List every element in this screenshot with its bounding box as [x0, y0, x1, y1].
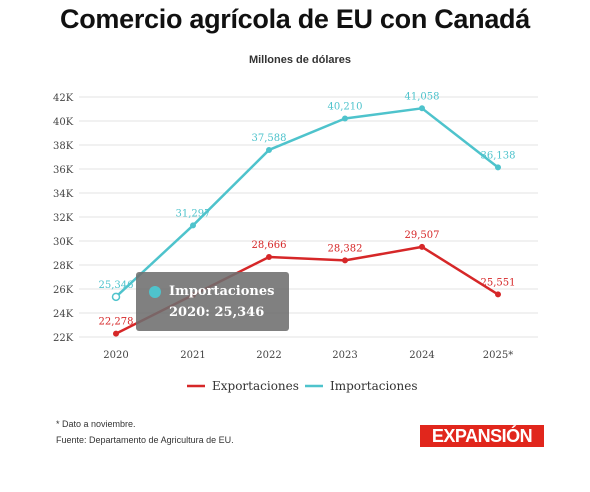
data-label: 25,346 [99, 280, 134, 291]
expansion-logo: EXPANSIÓN [420, 425, 544, 447]
data-label: 22,278 [99, 317, 134, 328]
data-point[interactable] [111, 292, 121, 302]
legend: Exportaciones Importaciones [187, 379, 418, 393]
x-tick-label: 2025* [483, 350, 513, 361]
data-point[interactable] [495, 291, 501, 298]
x-tick-label: 2023 [332, 350, 357, 361]
y-tick-label: 36K [53, 165, 74, 176]
data-point[interactable] [342, 257, 348, 264]
data-label: 41,058 [405, 91, 440, 102]
y-tick-label: 28K [53, 261, 74, 272]
y-tick-label: 22K [53, 333, 74, 344]
y-tick-label: 24K [53, 309, 74, 320]
data-point[interactable] [266, 254, 272, 261]
tooltip-series-name: Importaciones [169, 284, 275, 299]
source-note: Fuente: Departamento de Agricultura de E… [56, 435, 234, 445]
data-point[interactable] [190, 222, 196, 229]
y-tick-label: 40K [53, 117, 74, 128]
data-label: 36,138 [481, 150, 516, 161]
x-axis-ticks: 2020 2021 2022 2023 2024 2025* [103, 350, 513, 361]
legend-label[interactable]: Importaciones [330, 379, 418, 393]
y-tick-label: 30K [53, 237, 74, 248]
x-tick-label: 2021 [180, 350, 205, 361]
series-line [115, 107, 499, 298]
data-point[interactable] [113, 330, 119, 337]
x-tick-label: 2024 [409, 350, 434, 361]
data-label: 37,588 [252, 133, 287, 144]
y-tick-label: 42K [53, 93, 74, 104]
y-axis-ticks: 22K 24K 26K 28K 30K 32K 34K 36K 38K 40K 42K [53, 93, 74, 344]
data-label: 25,551 [481, 277, 516, 288]
y-tick-label: 38K [53, 141, 74, 152]
data-point[interactable] [495, 164, 501, 171]
data-labels: 22,278 28,666 28,382 29,507 25,551 25,346 31,2… [99, 91, 516, 327]
data-label: 28,666 [252, 240, 287, 251]
data-label: 29,507 [405, 230, 440, 241]
y-tick-label: 26K [53, 285, 74, 296]
grid-lines [79, 96, 538, 338]
data-point[interactable] [419, 243, 425, 250]
x-tick-label: 2022 [256, 350, 281, 361]
data-label: 40,210 [328, 101, 363, 112]
legend-label[interactable]: Exportaciones [212, 379, 299, 393]
tooltip-series-dot [149, 286, 161, 298]
chart-title: Comercio agrícola de EU con Canadá [60, 4, 530, 34]
chart-subtitle: Millones de dólares [248, 54, 352, 66]
data-label: 31,297 [176, 208, 211, 219]
x-tick-label: 2020 [103, 350, 128, 361]
tooltip-value: 2020: 25,346 [169, 305, 265, 320]
data-point[interactable] [266, 146, 272, 153]
tooltip: Importaciones 2020: 25,346 [136, 272, 289, 331]
data-label: 28,382 [328, 243, 363, 254]
footnote: * Dato a noviembre. [56, 419, 136, 429]
y-tick-label: 32K [53, 213, 74, 224]
y-tick-label: 34K [53, 189, 74, 200]
data-point[interactable] [419, 105, 425, 112]
data-point[interactable] [342, 115, 348, 122]
